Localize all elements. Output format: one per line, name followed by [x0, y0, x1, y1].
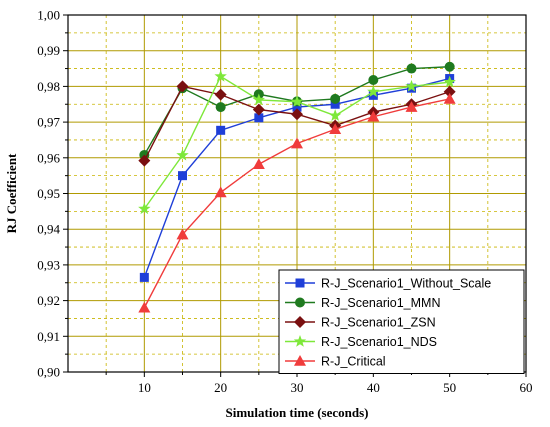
x-tick-label: 60	[520, 380, 533, 395]
data-point	[139, 272, 149, 282]
x-tick-label: 20	[214, 380, 227, 395]
legend-label: R-J_Scenario1_MMN	[321, 296, 440, 310]
legend-item: R-J_Scenario1_ZSN	[285, 316, 436, 330]
data-point	[252, 103, 265, 116]
data-point	[405, 79, 418, 92]
data-point	[252, 93, 266, 106]
data-point	[214, 186, 227, 198]
y-tick-label: 0,95	[37, 186, 60, 201]
series-5	[138, 92, 456, 313]
legend: R-J_Scenario1_Without_Scale R-J_Scenario1…	[278, 269, 525, 374]
data-series	[138, 61, 456, 313]
data-point	[444, 61, 455, 72]
legend-marker	[295, 297, 305, 308]
data-point	[367, 110, 380, 122]
data-point	[406, 63, 417, 74]
data-point	[443, 92, 456, 104]
legend-item: R-J_Scenario1_NDS	[285, 335, 437, 349]
legend-label: R-J_Scenario1_Without_Scale	[321, 277, 491, 291]
data-point	[291, 108, 303, 121]
data-point	[214, 88, 227, 101]
legend-marker	[294, 355, 306, 366]
y-tick-label: 0,97	[37, 115, 60, 130]
legend-item: R-J_Scenario1_MMN	[285, 296, 440, 310]
x-tick-label: 30	[291, 380, 304, 395]
data-point	[328, 109, 342, 121]
y-axis-title: RJ Coefficient	[4, 153, 19, 233]
data-point	[405, 101, 418, 112]
data-point	[138, 154, 151, 167]
legend-label: R-J_Critical	[321, 355, 386, 369]
data-point	[367, 85, 380, 98]
data-point	[215, 102, 226, 113]
data-point	[178, 171, 187, 181]
data-point	[290, 95, 304, 108]
data-point	[291, 137, 303, 149]
y-tick-label: 1,00	[37, 8, 60, 23]
legend-marker	[295, 278, 305, 288]
legend-label: R-J_Scenario1_NDS	[321, 335, 437, 349]
data-point	[138, 202, 151, 215]
legend-item: R-J_Critical	[285, 355, 386, 369]
y-tick-label: 0,93	[37, 257, 60, 272]
data-point	[443, 75, 456, 88]
x-tick-label: 50	[443, 380, 456, 395]
legend-marker	[293, 335, 307, 347]
legend-box	[278, 269, 525, 374]
y-tick-label: 0,92	[37, 293, 60, 308]
y-tick-label: 0,99	[37, 43, 60, 58]
y-tick-label: 0,98	[37, 79, 60, 94]
data-point	[292, 102, 302, 112]
data-point	[330, 93, 341, 104]
x-axis-title: Simulation time (seconds)	[226, 405, 369, 420]
y-tick-label: 0,90	[37, 365, 60, 380]
data-point	[330, 99, 340, 109]
series-4	[138, 69, 456, 215]
x-tick-label: 40	[367, 380, 380, 395]
legend-marker	[294, 316, 306, 328]
data-point	[176, 228, 189, 240]
legend-item: R-J_Scenario1_Without_Scale	[285, 277, 491, 291]
data-point	[176, 80, 189, 93]
data-point	[329, 123, 342, 135]
y-tick-label: 0,96	[37, 150, 60, 165]
data-point	[254, 113, 264, 123]
data-point	[443, 85, 456, 98]
x-tick-label: 10	[138, 380, 151, 395]
axis-ticks: 10 20 30 40 50 60 0,90 0,91 0,92 0,93 0,94 0,95 0,96…	[37, 8, 532, 396]
data-point	[216, 125, 226, 135]
data-point	[368, 74, 379, 85]
data-point	[214, 69, 227, 82]
data-point	[252, 158, 265, 170]
y-tick-label: 0,94	[37, 222, 60, 237]
data-point	[176, 148, 189, 161]
legend-label: R-J_Scenario1_ZSN	[321, 316, 436, 330]
y-tick-label: 0,91	[37, 329, 60, 344]
data-point	[368, 90, 378, 100]
data-point	[138, 301, 151, 313]
